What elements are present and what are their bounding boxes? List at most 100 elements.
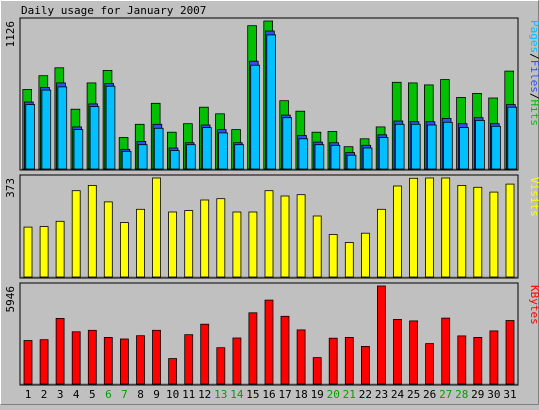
pages-bar-13	[218, 132, 228, 170]
visits-bar-8	[136, 208, 145, 278]
pages-bar-8	[137, 144, 148, 170]
pages-bar-31	[507, 106, 517, 170]
x-tick-label-20: 20	[327, 388, 340, 401]
kbytes-bar-4	[71, 331, 81, 385]
x-tick-label-13: 13	[214, 388, 227, 401]
visits-bar-16	[264, 190, 274, 278]
x-tick-label-14: 14	[230, 388, 244, 401]
kbytes-legend: KBytes	[528, 285, 539, 325]
pages-bar-25	[410, 123, 421, 170]
visits-bar-26	[425, 177, 435, 278]
pages-bar-28	[459, 127, 469, 170]
kbytes-bar-13	[216, 347, 226, 385]
kbytes-bar-9	[152, 329, 161, 385]
pages-bar-17	[282, 117, 292, 170]
pages-bar-18	[298, 138, 309, 170]
pages-bar-9	[153, 127, 164, 170]
kbytes-bar-25	[409, 320, 419, 385]
x-tick-label-10: 10	[166, 388, 179, 401]
visits-legend: Visits	[528, 177, 539, 217]
kbytes-bar-6	[103, 336, 113, 385]
visits-bar-9	[152, 177, 161, 278]
pages-bar-1	[25, 104, 35, 170]
pages-bar-7	[121, 150, 132, 170]
pages-bar-3	[57, 86, 68, 170]
visits-bar-14	[232, 211, 242, 278]
x-tick-label-22: 22	[359, 388, 372, 401]
kbytes-bar-1	[23, 340, 33, 385]
visits-bar-4	[71, 190, 81, 278]
kbytes-bar-31	[505, 320, 515, 385]
x-tick-label-30: 30	[487, 388, 500, 401]
kbytes-bar-19	[312, 357, 322, 385]
pages-bar-23	[378, 137, 389, 170]
x-tick-label-15: 15	[246, 388, 259, 401]
visits-bar-13	[216, 198, 226, 278]
kbytes-y-max-label: 5946	[4, 286, 17, 313]
visits-bar-30	[489, 191, 499, 278]
kbytes-bar-15	[248, 312, 258, 385]
pages-bar-6	[105, 85, 116, 170]
pages-bar-4	[73, 129, 84, 170]
x-tick-label-7: 7	[121, 388, 128, 401]
kbytes-bar-7	[120, 338, 129, 385]
kbytes-bar-17	[280, 315, 290, 385]
visits-panel: 373 Visits	[4, 174, 539, 279]
visits-bar-6	[103, 201, 113, 278]
x-tick-label-6: 6	[105, 388, 112, 401]
kbytes-bar-28	[457, 335, 467, 385]
hits-legend: Pages/Files/Hits	[528, 20, 539, 126]
x-tick-label-25: 25	[407, 388, 420, 401]
kbytes-bar-26	[425, 343, 435, 385]
x-tick-label-29: 29	[471, 388, 484, 401]
x-tick-label-4: 4	[73, 388, 80, 401]
visits-bar-19	[312, 215, 322, 278]
x-tick-label-9: 9	[153, 388, 160, 401]
x-tick-label-18: 18	[294, 388, 307, 401]
pages-bar-14	[234, 144, 244, 170]
x-tick-label-31: 31	[503, 388, 516, 401]
kbytes-bar-10	[168, 358, 178, 385]
kbytes-bar-24	[393, 318, 402, 385]
pages-bar-22	[362, 147, 373, 170]
x-tick-label-19: 19	[311, 388, 324, 401]
pages-bar-12	[202, 127, 212, 170]
pages-bar-11	[186, 144, 196, 170]
pages-bar-15	[250, 64, 260, 170]
kbytes-bar-20	[328, 337, 338, 385]
pages-bar-24	[394, 123, 405, 170]
x-tick-label-11: 11	[182, 388, 195, 401]
x-tick-label-27: 27	[439, 388, 452, 401]
visits-bar-18	[296, 194, 306, 278]
kbytes-bar-29	[473, 336, 483, 385]
legend-hits: Hits	[528, 100, 539, 127]
pages-bar-19	[314, 144, 325, 170]
x-tick-label-28: 28	[455, 388, 468, 401]
visits-bar-10	[168, 211, 178, 278]
kbytes-bar-11	[184, 334, 194, 385]
visits-bar-20	[328, 234, 338, 278]
pages-bar-16	[266, 34, 276, 170]
pages-bar-21	[346, 154, 357, 170]
pages-bar-10	[169, 150, 180, 170]
pages-bar-26	[426, 124, 437, 170]
kbytes-bar-30	[489, 330, 499, 385]
kbytes-bar-5	[87, 329, 97, 385]
pages-bar-29	[475, 120, 485, 170]
x-tick-label-3: 3	[57, 388, 64, 401]
visits-y-max-label: 373	[4, 178, 17, 198]
chart-title: Daily usage for January 2007	[21, 4, 206, 17]
visits-bar-27	[441, 177, 451, 278]
visits-bar-23	[376, 208, 386, 278]
visits-bar-2	[39, 226, 49, 278]
kbytes-bar-18	[296, 329, 306, 385]
kbytes-bar-8	[136, 335, 145, 385]
x-tick-label-16: 16	[262, 388, 275, 401]
pages-bar-2	[41, 89, 52, 170]
kbytes-bar-27	[441, 317, 451, 385]
visits-bar-7	[120, 222, 129, 278]
visits-bar-24	[393, 185, 402, 278]
visits-bar-31	[505, 183, 515, 278]
visits-bar-29	[473, 186, 483, 278]
